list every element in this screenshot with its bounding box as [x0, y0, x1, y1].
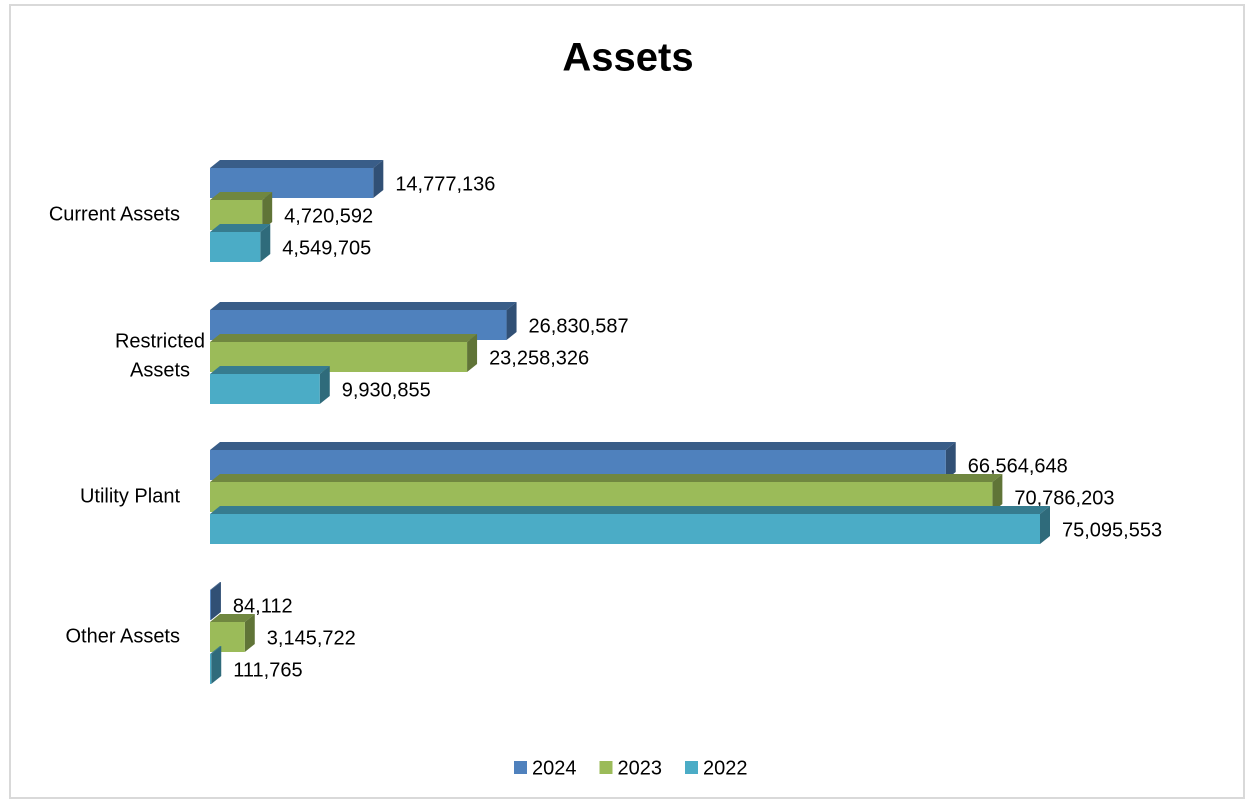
bar-side: [260, 224, 271, 262]
legend-swatch: [599, 761, 613, 774]
bar-side: [992, 474, 1003, 512]
bar-front: [210, 232, 261, 262]
bar-top: [210, 192, 273, 200]
bar-side: [262, 192, 273, 230]
bar-side: [945, 442, 956, 480]
y-tick-label: Restricted Assets: [115, 331, 205, 382]
bar-front: [210, 654, 212, 684]
bar-side: [373, 160, 384, 198]
bar-side: [244, 614, 255, 652]
legend-label: 2022: [703, 757, 748, 779]
data-label: 23,258,326: [489, 347, 589, 369]
data-label: 4,549,705: [282, 237, 371, 259]
data-label: 9,930,855: [342, 379, 431, 401]
bar-side: [506, 302, 517, 340]
bar-top: [210, 506, 1050, 514]
data-label: 3,145,722: [267, 627, 356, 649]
data-label: 70,786,203: [1014, 487, 1114, 509]
bar: [210, 646, 222, 684]
chart-title: Assets: [562, 36, 693, 80]
bar-top: [210, 334, 478, 342]
data-label: 26,830,587: [529, 315, 629, 337]
data-label: 14,777,136: [395, 173, 495, 195]
data-label: 111,765: [233, 659, 302, 681]
bar-top: [210, 614, 255, 622]
data-label: 66,564,648: [968, 455, 1068, 477]
y-tick-label: Other Assets: [66, 625, 181, 647]
bar: [210, 224, 271, 262]
bar-front: [210, 622, 245, 652]
bar-front: [210, 374, 320, 404]
bar-front: [210, 514, 1040, 544]
chart-frame: [9, 4, 1245, 799]
y-tick-label: Current Assets: [49, 203, 180, 225]
bar-top: [210, 646, 222, 654]
bar-top: [210, 224, 271, 232]
bar-top: [210, 442, 956, 450]
legend-swatch: [514, 761, 527, 774]
bar-side: [211, 646, 222, 684]
data-label: 4,720,592: [284, 205, 373, 227]
bar: [210, 614, 255, 652]
bar-side: [467, 334, 478, 372]
bar-front: [210, 590, 211, 620]
bar: [210, 506, 1050, 544]
bar-top: [210, 582, 221, 590]
legend-swatch: [685, 761, 698, 774]
data-label: 75,095,553: [1062, 519, 1162, 541]
bar-side: [1040, 506, 1050, 544]
bar-top: [210, 474, 1003, 482]
bar: [210, 582, 221, 620]
bar-top: [210, 302, 517, 310]
y-tick-label: Utility Plant: [80, 485, 180, 507]
bar-top: [210, 366, 330, 374]
legend-label: 2023: [618, 757, 663, 779]
bar-side: [319, 366, 330, 404]
data-label: 84,112: [233, 595, 293, 617]
bar-top: [210, 160, 384, 168]
bar-side: [210, 582, 221, 620]
bar: [210, 366, 330, 404]
legend-label: 2024: [532, 757, 577, 779]
